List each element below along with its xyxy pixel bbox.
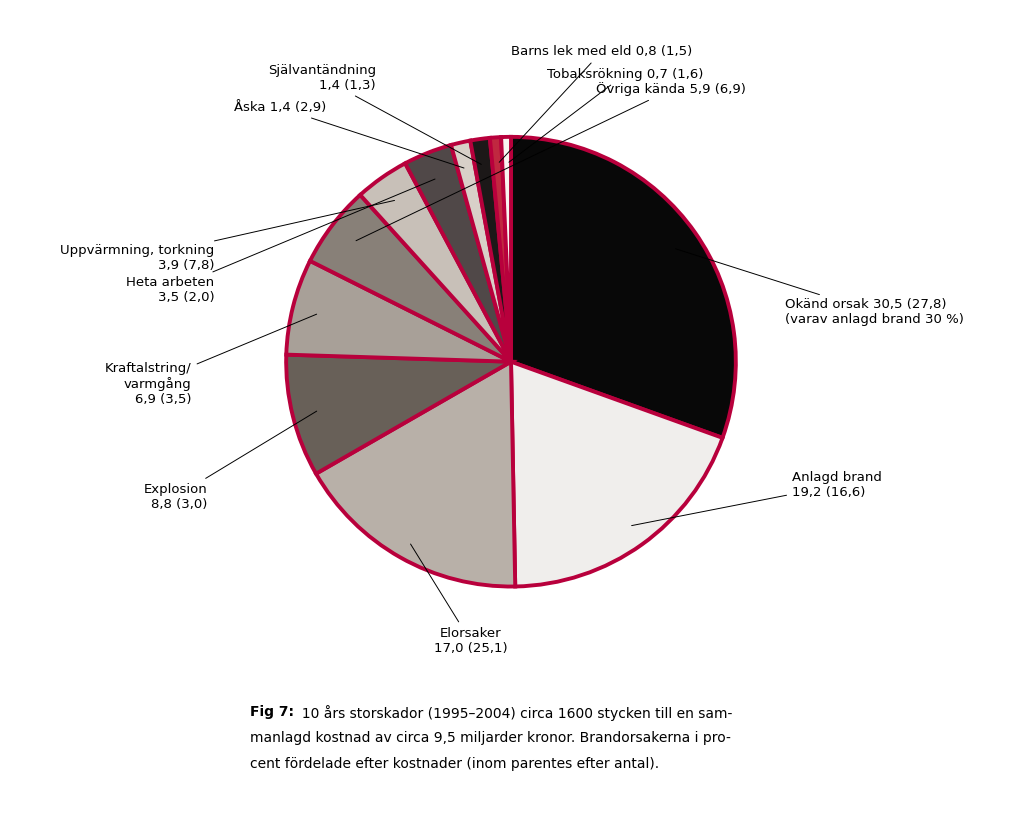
Wedge shape <box>360 163 511 362</box>
Text: Anlagd brand
19,2 (16,6): Anlagd brand 19,2 (16,6) <box>632 471 882 526</box>
Text: Uppvärmning, torkning
3,9 (7,8): Uppvärmning, torkning 3,9 (7,8) <box>60 200 394 272</box>
Text: Explosion
8,8 (3,0): Explosion 8,8 (3,0) <box>144 411 317 510</box>
Text: Okänd orsak 30,5 (27,8)
(varav anlagd brand 30 %): Okänd orsak 30,5 (27,8) (varav anlagd br… <box>676 249 964 326</box>
Text: Fig 7:: Fig 7: <box>250 705 294 719</box>
Text: Barns lek med eld 0,8 (1,5): Barns lek med eld 0,8 (1,5) <box>499 45 692 162</box>
Text: Heta arbeten
3,5 (2,0): Heta arbeten 3,5 (2,0) <box>126 179 435 304</box>
Wedge shape <box>451 140 511 362</box>
Wedge shape <box>405 145 511 362</box>
Text: Tobaksrökning 0,7 (1,6): Tobaksrökning 0,7 (1,6) <box>509 68 703 162</box>
Wedge shape <box>511 137 736 438</box>
Text: cent fördelade efter kostnader (inom parentes efter antal).: cent fördelade efter kostnader (inom par… <box>250 757 659 771</box>
Wedge shape <box>501 137 511 362</box>
Text: 10 års storskador (1995–2004) circa 1600 stycken till en sam-: 10 års storskador (1995–2004) circa 1600… <box>293 705 733 721</box>
Text: manlagd kostnad av circa 9,5 miljarder kronor. Brandorsakerna i pro-: manlagd kostnad av circa 9,5 miljarder k… <box>250 731 732 745</box>
Wedge shape <box>286 261 511 362</box>
Text: Kraftalstring/
varmgång
6,9 (3,5): Kraftalstring/ varmgång 6,9 (3,5) <box>105 314 317 406</box>
Text: Elorsaker
17,0 (25,1): Elorsaker 17,0 (25,1) <box>411 544 507 655</box>
Text: Självantändning
1,4 (1,3): Självantändning 1,4 (1,3) <box>268 64 481 165</box>
Text: Åska 1,4 (2,9): Åska 1,4 (2,9) <box>234 101 464 168</box>
Wedge shape <box>490 137 511 362</box>
Text: Övriga kända 5,9 (6,9): Övriga kända 5,9 (6,9) <box>356 82 746 240</box>
Wedge shape <box>511 362 723 587</box>
Wedge shape <box>470 138 511 362</box>
Wedge shape <box>286 355 511 474</box>
Wedge shape <box>316 362 515 587</box>
Wedge shape <box>310 195 511 362</box>
